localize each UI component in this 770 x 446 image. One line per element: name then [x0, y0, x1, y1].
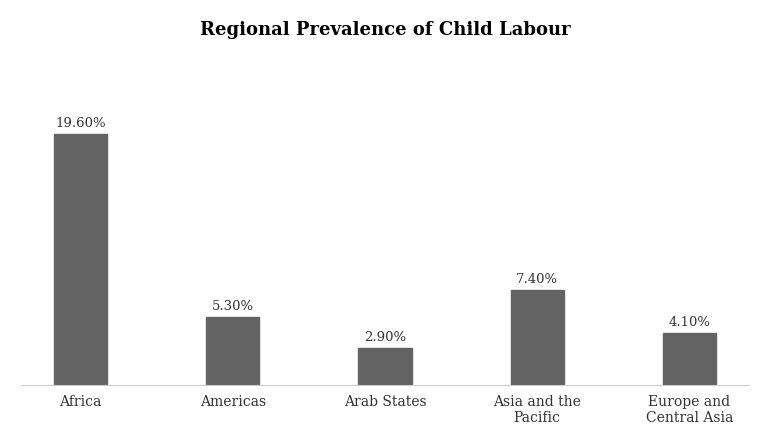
Bar — [663, 333, 716, 385]
Text: 2.90%: 2.90% — [364, 331, 406, 344]
Title: Regional Prevalence of Child Labour: Regional Prevalence of Child Labour — [199, 21, 571, 39]
Bar — [358, 348, 412, 385]
Text: 19.60%: 19.60% — [55, 117, 106, 130]
Bar — [54, 134, 107, 385]
Text: 5.30%: 5.30% — [212, 300, 254, 314]
Text: 4.10%: 4.10% — [668, 316, 711, 329]
Bar — [206, 317, 259, 385]
Text: 7.40%: 7.40% — [516, 273, 558, 286]
Bar — [511, 290, 564, 385]
